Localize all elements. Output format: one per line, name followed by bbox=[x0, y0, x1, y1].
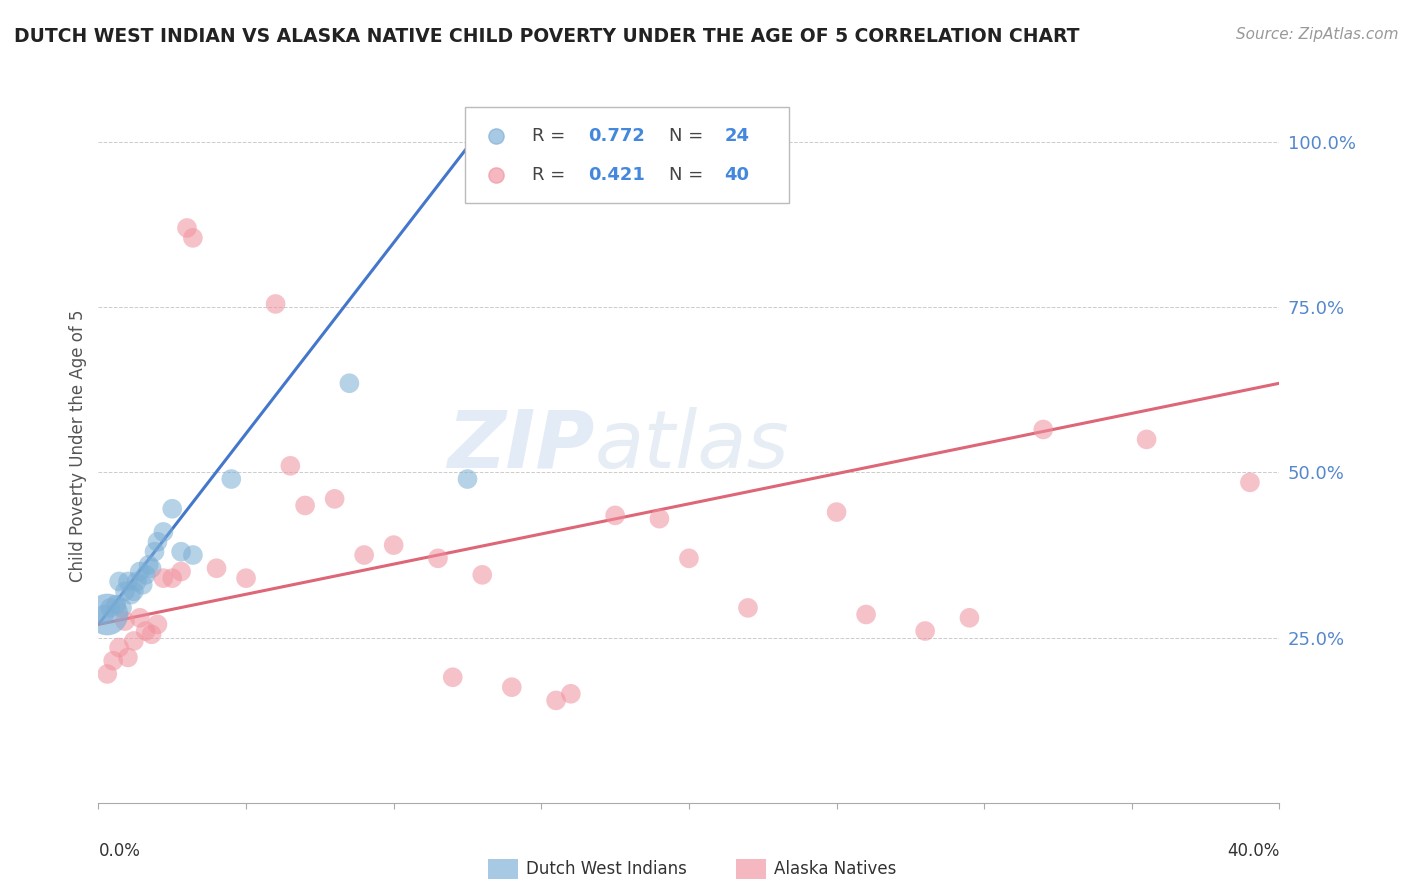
Point bbox=[108, 574, 131, 589]
Point bbox=[141, 561, 163, 575]
Text: 0.421: 0.421 bbox=[589, 166, 645, 184]
Point bbox=[605, 508, 627, 523]
Point bbox=[737, 600, 759, 615]
Text: 0.0%: 0.0% bbox=[98, 842, 141, 860]
Point bbox=[181, 548, 204, 562]
Point bbox=[98, 600, 121, 615]
Point bbox=[96, 667, 118, 681]
Y-axis label: Child Poverty Under the Age of 5: Child Poverty Under the Age of 5 bbox=[69, 310, 87, 582]
Point bbox=[128, 611, 150, 625]
Bar bbox=[737, 859, 766, 880]
Text: atlas: atlas bbox=[595, 407, 789, 485]
Point bbox=[471, 567, 494, 582]
Point bbox=[235, 571, 257, 585]
Point bbox=[128, 565, 150, 579]
Point bbox=[278, 458, 302, 473]
FancyBboxPatch shape bbox=[464, 107, 789, 203]
Point bbox=[132, 578, 155, 592]
Text: Dutch West Indians: Dutch West Indians bbox=[526, 860, 688, 878]
Point bbox=[117, 574, 139, 589]
Point bbox=[1239, 475, 1261, 490]
Point bbox=[170, 565, 193, 579]
Point bbox=[205, 561, 228, 575]
Point bbox=[219, 472, 242, 486]
Point bbox=[111, 600, 134, 615]
Point bbox=[959, 611, 981, 625]
Point bbox=[181, 231, 204, 245]
Point bbox=[96, 607, 118, 622]
Point bbox=[648, 511, 671, 525]
Point bbox=[108, 640, 131, 655]
Point bbox=[560, 687, 582, 701]
Point bbox=[120, 588, 142, 602]
Text: Alaska Natives: Alaska Natives bbox=[773, 860, 897, 878]
Text: DUTCH WEST INDIAN VS ALASKA NATIVE CHILD POVERTY UNDER THE AGE OF 5 CORRELATION : DUTCH WEST INDIAN VS ALASKA NATIVE CHILD… bbox=[14, 27, 1080, 45]
Point bbox=[353, 548, 375, 562]
Point bbox=[117, 650, 139, 665]
Point bbox=[914, 624, 936, 638]
Text: 0.772: 0.772 bbox=[589, 127, 645, 145]
Point bbox=[323, 491, 346, 506]
Point bbox=[456, 472, 478, 486]
Point bbox=[544, 693, 567, 707]
Point bbox=[441, 670, 464, 684]
Text: N =: N = bbox=[669, 166, 709, 184]
Point bbox=[114, 614, 136, 628]
Point bbox=[122, 634, 145, 648]
Point bbox=[105, 598, 128, 612]
Bar bbox=[488, 859, 517, 880]
Point bbox=[170, 545, 193, 559]
Point bbox=[162, 501, 183, 516]
Point bbox=[146, 617, 169, 632]
Text: R =: R = bbox=[531, 166, 571, 184]
Point bbox=[264, 297, 287, 311]
Text: 24: 24 bbox=[724, 127, 749, 145]
Text: R =: R = bbox=[531, 127, 571, 145]
Point bbox=[125, 574, 148, 589]
Point bbox=[146, 534, 169, 549]
Point bbox=[176, 221, 198, 235]
Text: N =: N = bbox=[669, 127, 709, 145]
Point bbox=[1135, 433, 1157, 447]
Text: 40.0%: 40.0% bbox=[1227, 842, 1279, 860]
Point bbox=[855, 607, 877, 622]
Point bbox=[382, 538, 405, 552]
Point bbox=[93, 607, 115, 622]
Point bbox=[825, 505, 848, 519]
Point bbox=[152, 571, 174, 585]
Text: 40: 40 bbox=[724, 166, 749, 184]
Point bbox=[162, 571, 183, 585]
Point bbox=[337, 376, 360, 391]
Point bbox=[501, 680, 523, 694]
Point bbox=[678, 551, 700, 566]
Point bbox=[427, 551, 450, 566]
Point bbox=[103, 654, 125, 668]
Point bbox=[135, 567, 157, 582]
Point bbox=[135, 624, 157, 638]
Point bbox=[294, 499, 316, 513]
Point bbox=[1032, 422, 1054, 436]
Point bbox=[152, 524, 174, 539]
Point bbox=[143, 545, 166, 559]
Point bbox=[114, 584, 136, 599]
Point bbox=[122, 584, 145, 599]
Point bbox=[138, 558, 160, 572]
Text: Source: ZipAtlas.com: Source: ZipAtlas.com bbox=[1236, 27, 1399, 42]
Text: ZIP: ZIP bbox=[447, 407, 595, 485]
Point bbox=[141, 627, 163, 641]
